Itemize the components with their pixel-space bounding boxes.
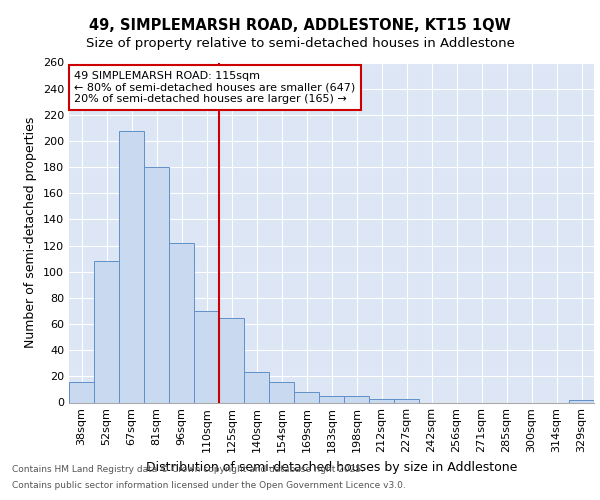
Bar — [194, 311, 219, 402]
Text: Contains public sector information licensed under the Open Government Licence v3: Contains public sector information licen… — [12, 480, 406, 490]
Bar — [219, 318, 244, 402]
Text: Size of property relative to semi-detached houses in Addlestone: Size of property relative to semi-detach… — [86, 38, 514, 51]
Bar — [169, 243, 194, 402]
Bar — [119, 130, 144, 402]
X-axis label: Distribution of semi-detached houses by size in Addlestone: Distribution of semi-detached houses by … — [146, 461, 517, 474]
Bar — [244, 372, 269, 402]
Y-axis label: Number of semi-detached properties: Number of semi-detached properties — [25, 117, 37, 348]
Bar — [269, 382, 294, 402]
Text: 49 SIMPLEMARSH ROAD: 115sqm
← 80% of semi-detached houses are smaller (647)
20% : 49 SIMPLEMARSH ROAD: 115sqm ← 80% of sem… — [74, 71, 355, 104]
Bar — [69, 382, 94, 402]
Bar — [344, 396, 369, 402]
Bar — [369, 398, 394, 402]
Bar — [569, 400, 594, 402]
Text: Contains HM Land Registry data © Crown copyright and database right 2025.: Contains HM Land Registry data © Crown c… — [12, 466, 364, 474]
Bar — [294, 392, 319, 402]
Bar — [394, 398, 419, 402]
Bar — [319, 396, 344, 402]
Bar — [144, 167, 169, 402]
Bar — [94, 262, 119, 402]
Text: 49, SIMPLEMARSH ROAD, ADDLESTONE, KT15 1QW: 49, SIMPLEMARSH ROAD, ADDLESTONE, KT15 1… — [89, 18, 511, 32]
